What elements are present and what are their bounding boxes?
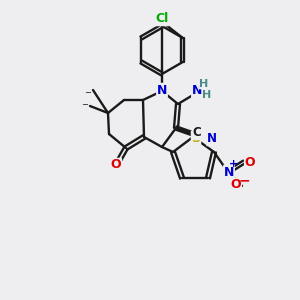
- Text: ─: ─: [82, 100, 88, 109]
- Text: C: C: [193, 127, 201, 140]
- Text: Cl: Cl: [155, 13, 168, 26]
- Text: S: S: [191, 131, 200, 145]
- Text: +: +: [230, 159, 238, 169]
- Text: ─: ─: [85, 88, 91, 97]
- Text: N: N: [207, 133, 217, 146]
- Text: O: O: [111, 158, 121, 172]
- Text: −: −: [238, 173, 250, 187]
- Text: N: N: [157, 83, 167, 97]
- Text: N: N: [224, 166, 234, 178]
- Text: N: N: [192, 85, 202, 98]
- Text: H: H: [202, 90, 211, 100]
- Text: O: O: [245, 155, 255, 169]
- Text: O: O: [231, 178, 241, 191]
- Text: H: H: [200, 79, 208, 89]
